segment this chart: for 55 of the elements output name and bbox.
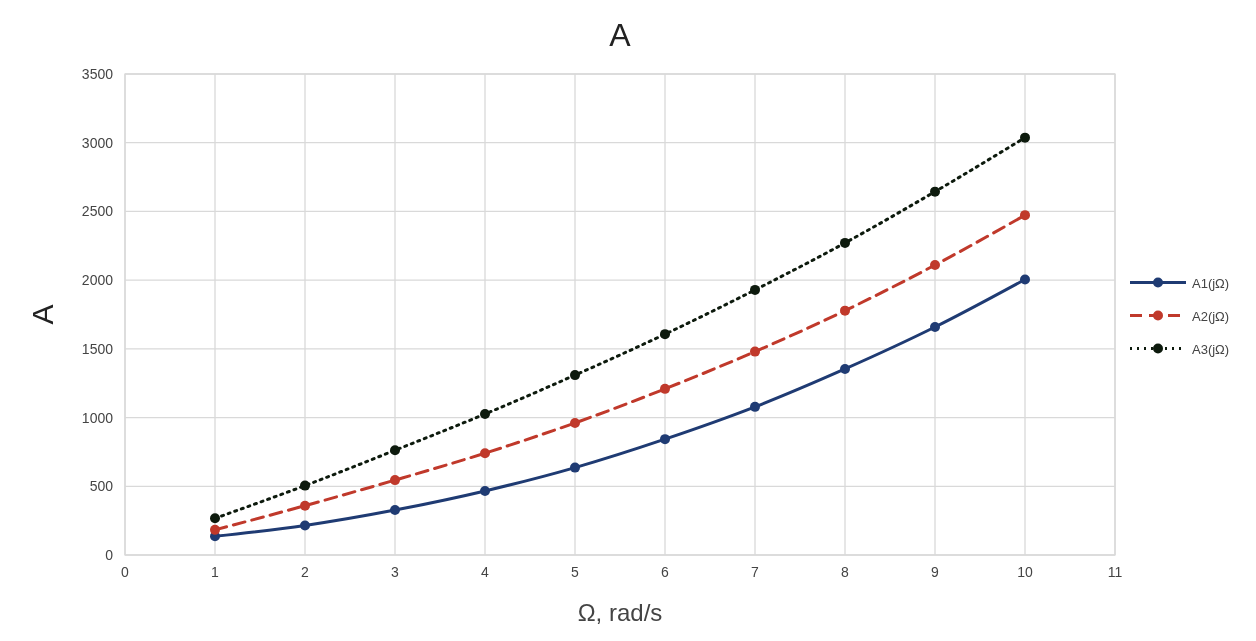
x-tick-label: 10	[1017, 564, 1033, 580]
legend-label: A1(jΩ)	[1192, 275, 1230, 291]
y-tick-label: 3500	[81, 66, 114, 82]
point	[1020, 210, 1030, 221]
point	[300, 500, 310, 511]
y-tick-label: 500	[89, 478, 114, 495]
point	[840, 305, 850, 316]
point	[300, 520, 310, 531]
point	[570, 462, 580, 473]
point	[930, 260, 940, 271]
point	[660, 434, 670, 445]
x-tick-label: 2	[301, 564, 310, 580]
point	[660, 383, 670, 394]
point	[840, 237, 850, 248]
y-tick-label: 0	[105, 547, 114, 563]
point	[1020, 132, 1030, 143]
x-tick-label: 11	[1107, 564, 1123, 580]
point	[210, 513, 220, 524]
point	[390, 505, 400, 516]
point	[750, 401, 760, 412]
x-axis-title: Ω, rad/s	[577, 599, 663, 626]
point	[840, 363, 850, 374]
y-tick-label: 1500	[81, 340, 114, 357]
chart-title: A	[609, 17, 632, 53]
point	[930, 186, 940, 197]
y-tick-label: 1000	[81, 409, 114, 426]
point	[210, 524, 220, 535]
legend-label: A2(jΩ)	[1192, 308, 1230, 324]
legend-label: A3(jΩ)	[1192, 341, 1230, 357]
x-tick-label: 4	[481, 564, 490, 580]
x-tick-label: 3	[391, 564, 400, 580]
y-tick-label: 3000	[81, 134, 114, 151]
x-tick-label: 7	[751, 564, 760, 580]
y-tick-label: 2000	[81, 272, 114, 289]
point	[480, 448, 490, 459]
point	[480, 485, 490, 496]
point	[570, 370, 580, 381]
y-axis-title: A	[26, 304, 59, 325]
point	[390, 475, 400, 486]
x-tick-label: 0	[121, 564, 130, 580]
x-tick-label: 6	[661, 564, 670, 580]
x-tick-label: 8	[841, 564, 850, 580]
point	[480, 409, 490, 419]
x-tick-label: 5	[571, 564, 580, 580]
point	[750, 346, 760, 357]
point	[390, 445, 400, 456]
x-tick-label: 9	[931, 564, 940, 580]
point	[660, 329, 670, 340]
point	[570, 417, 580, 428]
point	[750, 284, 760, 295]
point	[1020, 274, 1030, 285]
y-tick-label: 2500	[81, 203, 114, 220]
x-tick-label: 1	[211, 564, 220, 580]
point	[930, 322, 940, 333]
point	[300, 480, 310, 491]
